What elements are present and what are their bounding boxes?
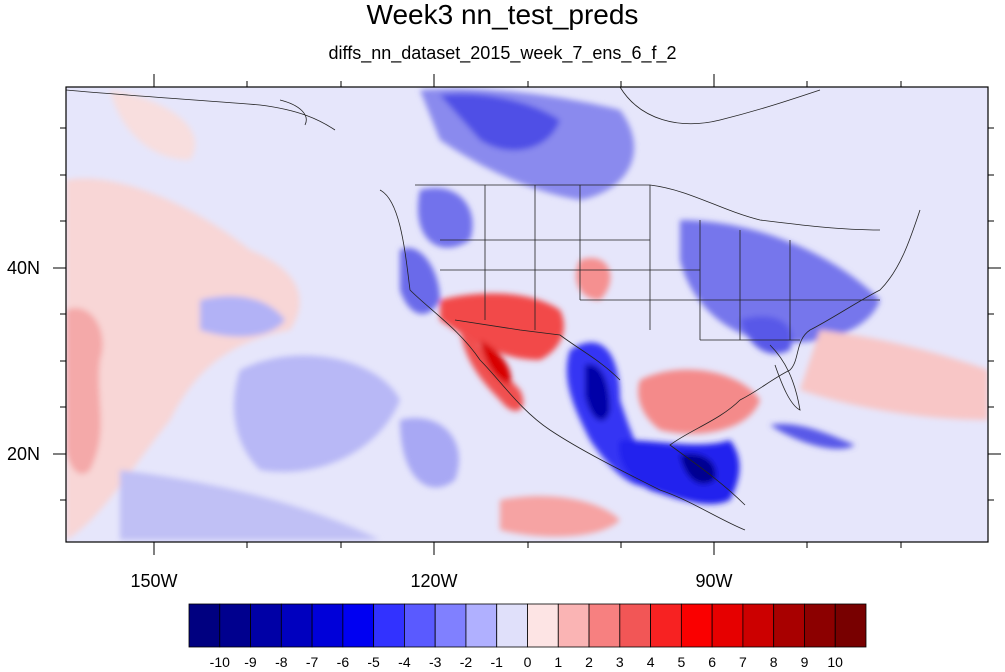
colorbar-swatch <box>465 603 498 648</box>
colorbar-tick-label: 5 <box>677 654 686 670</box>
mexico-negative-core <box>585 364 610 421</box>
lon-label-90w: 90W <box>695 571 733 591</box>
us-mexico-border <box>454 319 621 381</box>
colorbar-swatch <box>311 603 344 648</box>
colorbar-tick-label: -6 <box>336 654 350 670</box>
colorbar-swatch <box>342 603 375 648</box>
lat-label-40n: 40N <box>6 258 40 278</box>
tropical-pacific-negative <box>120 470 380 540</box>
colorbar-swatch <box>434 603 467 648</box>
lat-label-20n: 20N <box>6 444 40 464</box>
east-pacific-negative-1 <box>200 296 285 337</box>
colorbar-swatch <box>773 603 805 648</box>
latitude-major-ticks <box>53 267 1001 455</box>
map-ticks <box>53 74 1001 555</box>
east-pacific-negative-3 <box>400 418 459 488</box>
colorbar-swatch <box>619 603 651 648</box>
colorbar-tick-label: -9 <box>244 654 257 670</box>
longitude-minor-ticks <box>246 81 902 548</box>
colorbar-tick-label: -5 <box>367 654 380 670</box>
state-lines-east <box>649 185 880 341</box>
colorbar-swatch <box>250 603 282 648</box>
state-lines-west <box>440 185 700 330</box>
map-subtitle: diffs_nn_dataset_2015_week_7_ens_6_f_2 <box>328 43 677 63</box>
map-title: Week3 nn_test_preds <box>366 0 639 30</box>
colorbar-swatch <box>680 603 713 648</box>
colorbar-tick-label: 1 <box>554 654 563 670</box>
colorbar-tick-label: -4 <box>398 654 411 670</box>
gulf-positive <box>638 369 760 434</box>
atlantic-positive <box>800 330 988 420</box>
north-canada-core <box>440 93 560 151</box>
colorbar-tick-label: -7 <box>305 654 319 670</box>
map-boundaries <box>65 86 921 531</box>
colorbar-swatch <box>650 603 682 648</box>
colorbar-swatch <box>527 603 559 648</box>
colorbar-tick-label: -1 <box>490 654 503 670</box>
colorbar-swatch <box>557 603 590 648</box>
baja-positive-core <box>480 340 511 385</box>
colorbar-swatch <box>404 603 436 648</box>
southwest-positive <box>440 293 564 360</box>
east-pacific-negative-2 <box>234 355 400 472</box>
colorbar-swatch <box>496 603 528 648</box>
hudson-bay-coast <box>619 86 821 125</box>
colorbar-swatch <box>588 603 621 648</box>
colorbar-tick-label: 2 <box>585 654 593 670</box>
central-america-negative <box>619 440 740 505</box>
colorbar-swatch <box>188 603 221 648</box>
colorbar-tick-label: -3 <box>428 654 442 670</box>
us-canada-border <box>415 184 881 231</box>
colorbar-swatch <box>711 603 744 648</box>
colorbar-tick-label: 7 <box>738 654 747 670</box>
colorbar-tick-label: 4 <box>646 654 655 670</box>
colorbar-tick-label: 8 <box>769 654 778 670</box>
alaska-coast <box>65 89 336 131</box>
colorbar-swatch <box>373 603 405 648</box>
north-america-coastline <box>379 189 921 531</box>
pacific-positive-core <box>66 308 103 474</box>
caribbean-negative <box>770 424 855 449</box>
colorado-positive <box>576 258 611 300</box>
colorbar-swatch <box>280 603 313 648</box>
colorbar-swatch <box>219 603 251 648</box>
lon-label-120w: 120W <box>410 571 458 591</box>
west-coast-negative <box>400 248 440 314</box>
colorbar-tick-label: 9 <box>800 654 809 670</box>
colorbar-tick-label: 6 <box>708 654 716 670</box>
colorbar-tick-label: -8 <box>275 654 288 670</box>
longitude-major-ticks <box>153 74 715 555</box>
colorbar <box>188 603 867 648</box>
colorbar-swatch <box>834 603 867 648</box>
latitude-minor-ticks <box>60 127 994 501</box>
colorbar-tick-label: 10 <box>827 654 843 670</box>
southeast-us-negative-core <box>740 316 792 354</box>
map-field <box>66 87 988 542</box>
pacific-northwest-negative <box>418 188 473 248</box>
colorbar-tick-label: -2 <box>459 654 473 670</box>
colorbar-swatch <box>804 603 836 648</box>
colorbar-swatch <box>742 603 775 648</box>
north-pacific-positive <box>110 90 196 160</box>
florida-coast <box>769 344 801 411</box>
pacific-positive-region <box>66 178 300 540</box>
south-pacific-positive <box>500 496 620 537</box>
colorbar-tick-label: -10 <box>209 654 230 670</box>
central-america-core <box>680 453 716 484</box>
colorbar-tick-label: 0 <box>523 654 532 670</box>
lon-label-150w: 150W <box>130 571 178 591</box>
eastern-us-negative <box>680 220 880 343</box>
colorbar-tick-label: 3 <box>615 654 624 670</box>
